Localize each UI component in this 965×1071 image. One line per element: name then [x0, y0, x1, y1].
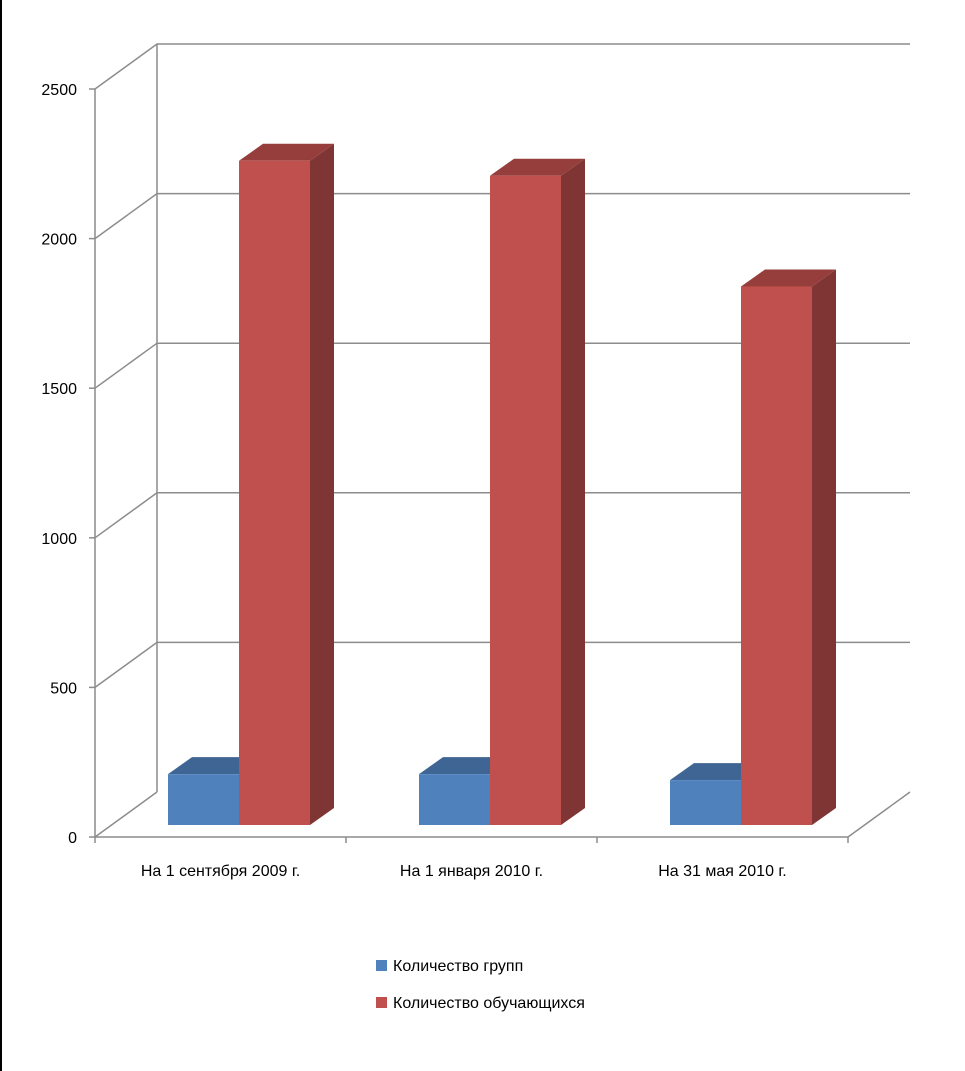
bar-series-1 — [670, 780, 741, 825]
y-tick-label: 1000 — [41, 531, 77, 548]
gridline — [94, 43, 910, 90]
bar-series-1 — [168, 774, 239, 825]
axes — [89, 44, 911, 843]
y-tick-label: 0 — [68, 830, 77, 847]
x-category-label: На 31 мая 2010 г. — [658, 863, 787, 880]
bar-series-2 — [239, 160, 310, 825]
bar-top-2 — [490, 158, 585, 176]
bar-series-2 — [490, 175, 561, 826]
legend-label-1: Количество групп — [393, 958, 523, 975]
legend: Количество групп Количество обучающихся — [376, 958, 585, 1012]
y-tick-label: 2500 — [41, 82, 77, 99]
bar-top-2 — [239, 143, 334, 161]
y-tick-labels: 0 500 1000 1500 2000 2500 — [41, 82, 77, 847]
x-category-label: На 1 сентября 2009 г. — [141, 863, 300, 880]
bar-side-2 — [310, 143, 334, 825]
bar-side-2 — [561, 158, 585, 826]
bars — [168, 143, 836, 826]
bar-series-1 — [419, 774, 490, 825]
bar-series-2 — [741, 286, 812, 825]
bar-top-2 — [741, 269, 836, 287]
gridline — [94, 791, 158, 838]
category-labels: На 1 сентября 2009 г. На 1 января 2010 г.… — [141, 863, 787, 880]
legend-swatch-2 — [376, 997, 387, 1008]
y-tick-label: 500 — [50, 680, 77, 697]
legend-swatch-1 — [376, 960, 387, 971]
legend-label-2: Количество обучающихся — [393, 995, 585, 1012]
y-tick-label: 1500 — [41, 381, 77, 398]
x-category-label: На 1 января 2010 г. — [400, 863, 543, 880]
bar-side-2 — [812, 269, 836, 825]
y-tick-label: 2000 — [41, 232, 77, 249]
